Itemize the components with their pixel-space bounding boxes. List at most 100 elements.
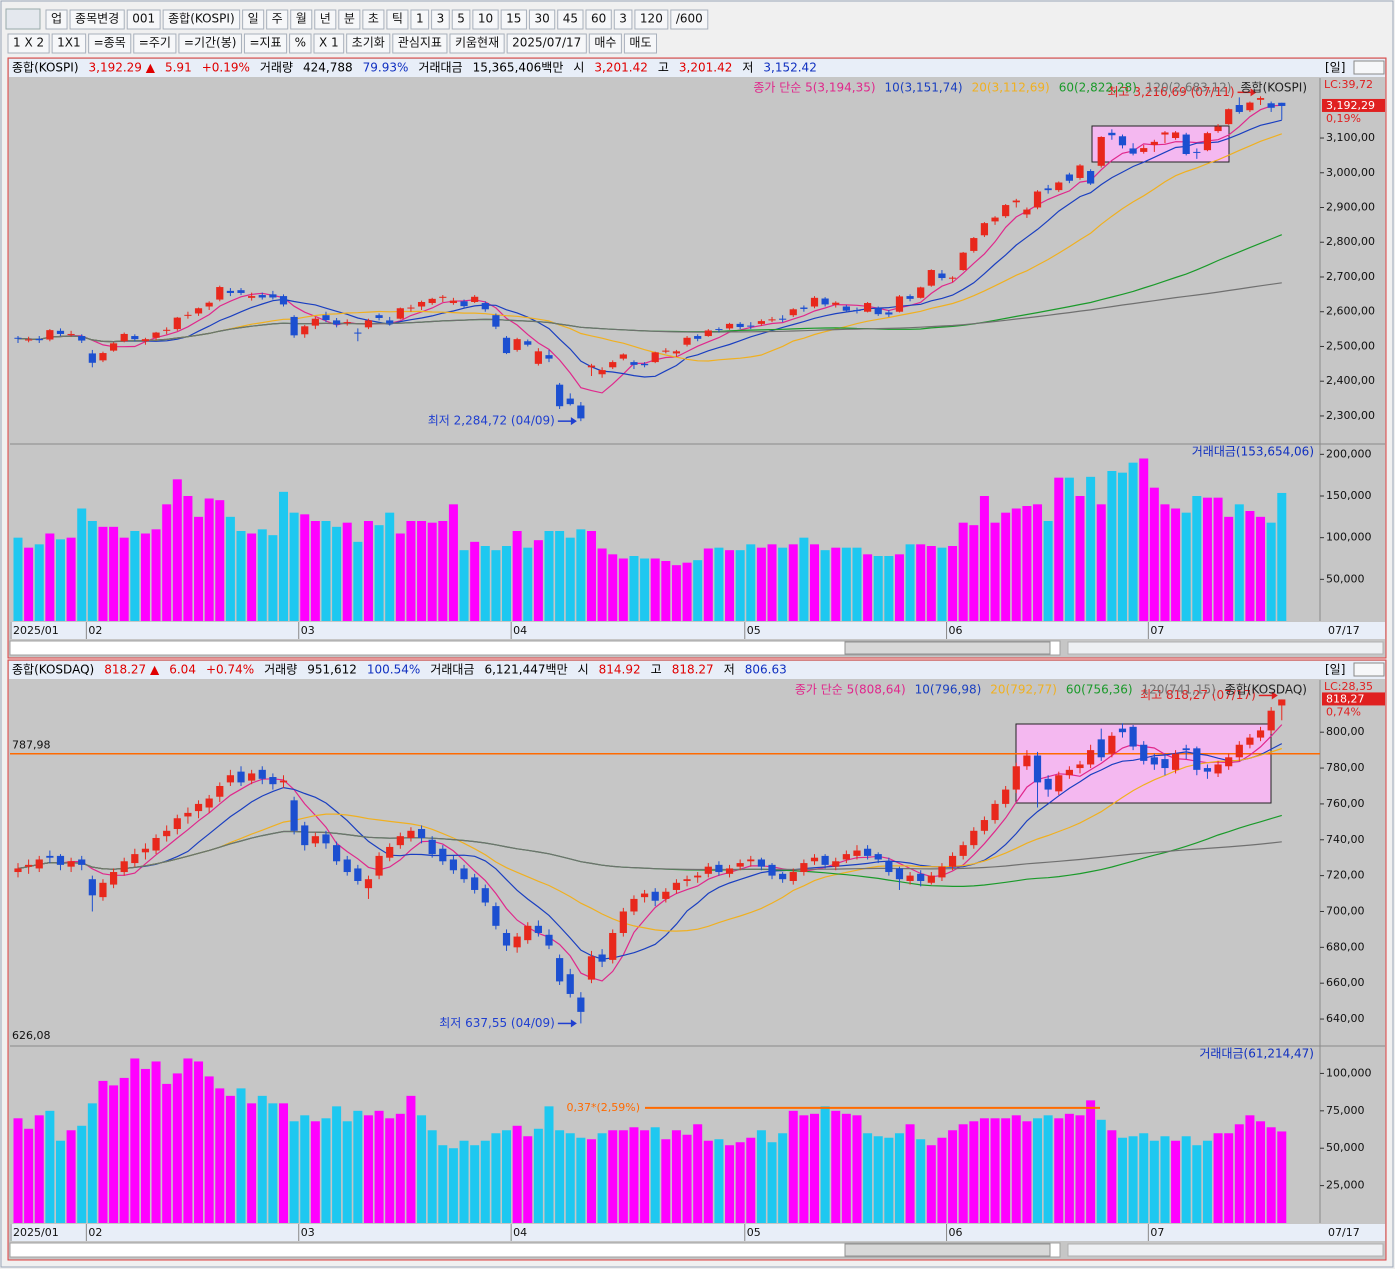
toolbar-button[interactable]: =지표 [243,33,288,54]
button-face[interactable] [449,33,505,54]
toolbar-button[interactable]: 관심지표 [392,33,448,54]
button-face[interactable] [133,33,177,54]
toolbar-button[interactable]: 60 [585,9,612,30]
button-label[interactable]: 초기화 [352,36,385,50]
button-face[interactable] [528,9,556,30]
chart-tools[interactable] [1067,641,1384,655]
button-face[interactable] [410,9,430,30]
button-face[interactable] [126,9,161,30]
button-face[interactable] [623,33,657,54]
toolbar-button[interactable]: 10 [472,9,499,30]
button-label[interactable]: 120 [640,12,663,26]
toolbar-button[interactable]: =기간(봉) [178,33,242,54]
button-label[interactable]: 분 [344,12,355,26]
scrollbar[interactable] [9,1242,1061,1258]
button-label[interactable]: 60 [591,12,606,26]
button-label[interactable]: =주기 [139,36,171,50]
button-label[interactable]: 틱 [392,12,403,26]
button-label[interactable]: 1X1 [57,36,81,50]
toolbar-button[interactable]: 120 [634,9,669,30]
button-label[interactable]: 업 [51,12,62,26]
button-face[interactable] [289,33,312,54]
toolbar-button[interactable]: 매도 [623,33,657,54]
button-face[interactable] [451,9,471,30]
button-label[interactable]: 30 [534,12,549,26]
button-label[interactable]: 10 [478,12,493,26]
button-label[interactable]: 5 [457,12,465,26]
toolbar-button[interactable]: 15 [500,9,527,30]
button-label[interactable]: 주 [272,12,283,26]
button-face[interactable] [392,33,448,54]
button-face[interactable] [314,9,337,30]
button-label[interactable]: 종합(KOSPI) [168,12,235,26]
toolbar-button[interactable]: 종합(KOSPI) [162,9,241,30]
toolbar-button[interactable]: 주 [266,9,289,30]
button-label[interactable]: 년 [320,12,331,26]
button-face[interactable] [88,33,132,54]
toolbar-button[interactable]: 월 [290,9,313,30]
button-face[interactable] [69,9,125,30]
toolbar-button[interactable]: 1 [410,9,430,30]
button-label[interactable]: 키움현재 [455,36,499,50]
toolbar-button[interactable]: 업 [45,9,68,30]
window-buttons[interactable] [1353,60,1385,75]
button-label[interactable]: 월 [296,12,307,26]
button-face[interactable] [670,9,709,30]
toolbar-button[interactable]: 001 [126,9,161,30]
button-face[interactable] [588,33,622,54]
button-face[interactable] [162,9,241,30]
toolbar-button[interactable]: 일 [242,9,265,30]
toolbar-button[interactable]: =종목 [88,33,132,54]
button-label[interactable]: =종목 [94,36,126,50]
toolbar-button[interactable]: 키움현재 [449,33,505,54]
button-face[interactable] [243,33,288,54]
button-label[interactable]: =지표 [249,36,281,50]
button-face[interactable] [557,9,584,30]
button-face[interactable] [51,33,87,54]
scroll-thumb[interactable] [844,641,1051,655]
window-buttons[interactable] [1353,662,1385,677]
toolbar-button[interactable]: 3 [613,9,633,30]
button-face[interactable] [290,9,313,30]
toolbar-button[interactable]: 3 [431,9,450,30]
toolbar-button[interactable]: /600 [670,9,709,30]
scroll-thumb[interactable] [844,1243,1051,1257]
button-label[interactable]: 관심지표 [398,36,442,50]
button-label[interactable]: 1 [416,12,424,26]
button-face[interactable] [506,33,587,54]
button-face[interactable] [313,33,345,54]
button-label[interactable]: 3 [437,12,445,26]
button-label[interactable]: 종목변경 [75,12,119,26]
toolbar-button[interactable]: 1 X 2 [7,33,50,54]
toolbar-button[interactable]: 초 [362,9,385,30]
button-face[interactable] [431,9,450,30]
button-face[interactable] [634,9,669,30]
button-label[interactable]: 1 X 2 [13,36,44,50]
button-label[interactable]: 001 [132,12,155,26]
button-face[interactable] [346,33,391,54]
button-face[interactable] [500,9,527,30]
toolbar-button[interactable]: 종목변경 [69,9,125,30]
toolbar-button[interactable]: 2025/07/17 [506,33,587,54]
toolbar-button[interactable]: 분 [338,9,361,30]
toolbar-button[interactable]: 년 [314,9,337,30]
button-face[interactable] [585,9,612,30]
button-face[interactable] [472,9,499,30]
button-face[interactable] [242,9,265,30]
toolbar-button[interactable]: 45 [557,9,584,30]
toolbar-button[interactable]: 5 [451,9,471,30]
toolbar-button[interactable]: =주기 [133,33,177,54]
toolbar-button[interactable]: 1X1 [51,33,87,54]
scrollbar[interactable] [9,640,1061,656]
toolbar-button[interactable]: X 1 [313,33,345,54]
button-face[interactable] [338,9,361,30]
button-label[interactable]: 45 [563,12,578,26]
button-label[interactable]: 매도 [629,36,651,50]
toolbar-icons[interactable] [5,8,41,30]
toolbar-button[interactable]: 매수 [588,33,622,54]
button-label[interactable]: 3 [619,12,627,26]
chart-tools[interactable] [1067,1243,1384,1257]
button-face[interactable] [7,33,50,54]
button-label[interactable]: 매수 [594,36,616,50]
toolbar-button[interactable]: 초기화 [346,33,391,54]
